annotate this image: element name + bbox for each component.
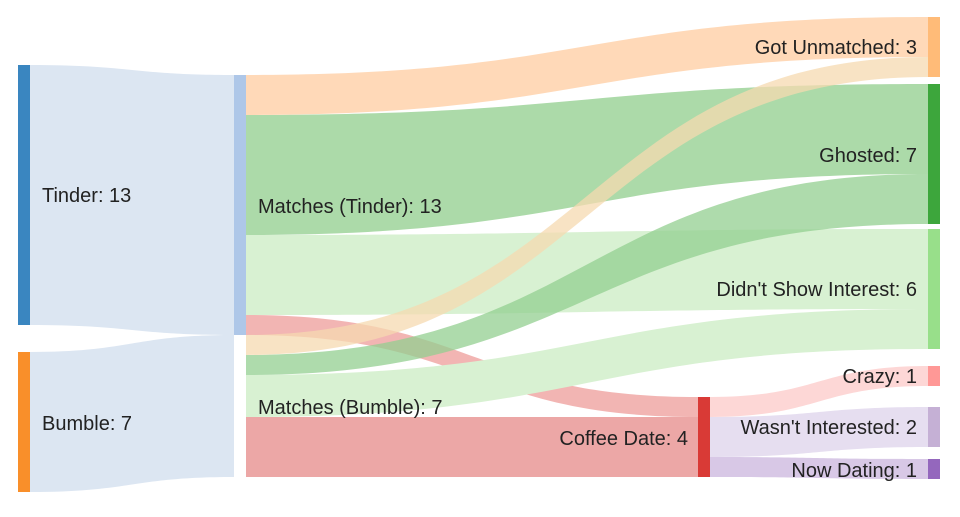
label-coffee-date: Coffee Date: 4 xyxy=(559,428,688,450)
node-got-unmatched xyxy=(928,17,940,77)
label-crazy: Crazy: 1 xyxy=(843,366,917,388)
links-layer xyxy=(30,17,928,492)
node-coffee-date xyxy=(698,397,710,477)
label-ghosted: Ghosted: 7 xyxy=(819,145,917,167)
label-matches-bumble: Matches (Bumble): 7 xyxy=(258,397,443,419)
label-wasnt-interested: Wasn't Interested: 2 xyxy=(741,417,918,439)
link-coffee_date-to-crazy xyxy=(710,366,928,417)
labels-layer: Tinder: 13 Bumble: 7 Matches (Tinder): 13 M… xyxy=(42,37,917,482)
nodes-layer xyxy=(18,17,940,492)
link-tinder-to-matches xyxy=(30,65,234,335)
label-now-dating: Now Dating: 1 xyxy=(791,460,917,482)
link-matches-to-didnt_show_interest-bumble xyxy=(246,309,928,417)
link-bumble-to-matches xyxy=(30,335,234,492)
node-crazy xyxy=(928,366,940,386)
link-matches-to-got_unmatched-tinder xyxy=(246,17,928,115)
node-matches xyxy=(234,75,246,335)
link-coffee_date-to-wasnt_interested xyxy=(710,407,928,457)
node-tinder xyxy=(18,65,30,325)
label-matches-tinder: Matches (Tinder): 13 xyxy=(258,196,442,218)
label-got-unmatched: Got Unmatched: 3 xyxy=(755,37,917,59)
label-bumble: Bumble: 7 xyxy=(42,413,132,435)
node-ghosted xyxy=(928,84,940,224)
link-matches-to-ghosted-bumble xyxy=(246,174,928,375)
link-matches-to-ghosted-tinder xyxy=(246,84,928,235)
label-didnt-show-interest: Didn't Show Interest: 6 xyxy=(716,279,917,301)
node-bumble xyxy=(18,352,30,492)
link-matches-to-got_unmatched-bumble xyxy=(246,57,928,355)
link-matches-to-coffee_date-bumble xyxy=(246,417,698,477)
node-didnt-show-interest xyxy=(928,229,940,349)
node-now-dating xyxy=(928,459,940,479)
label-tinder: Tinder: 13 xyxy=(42,185,131,207)
node-wasnt-interested xyxy=(928,407,940,447)
link-coffee_date-to-now_dating xyxy=(710,457,928,479)
